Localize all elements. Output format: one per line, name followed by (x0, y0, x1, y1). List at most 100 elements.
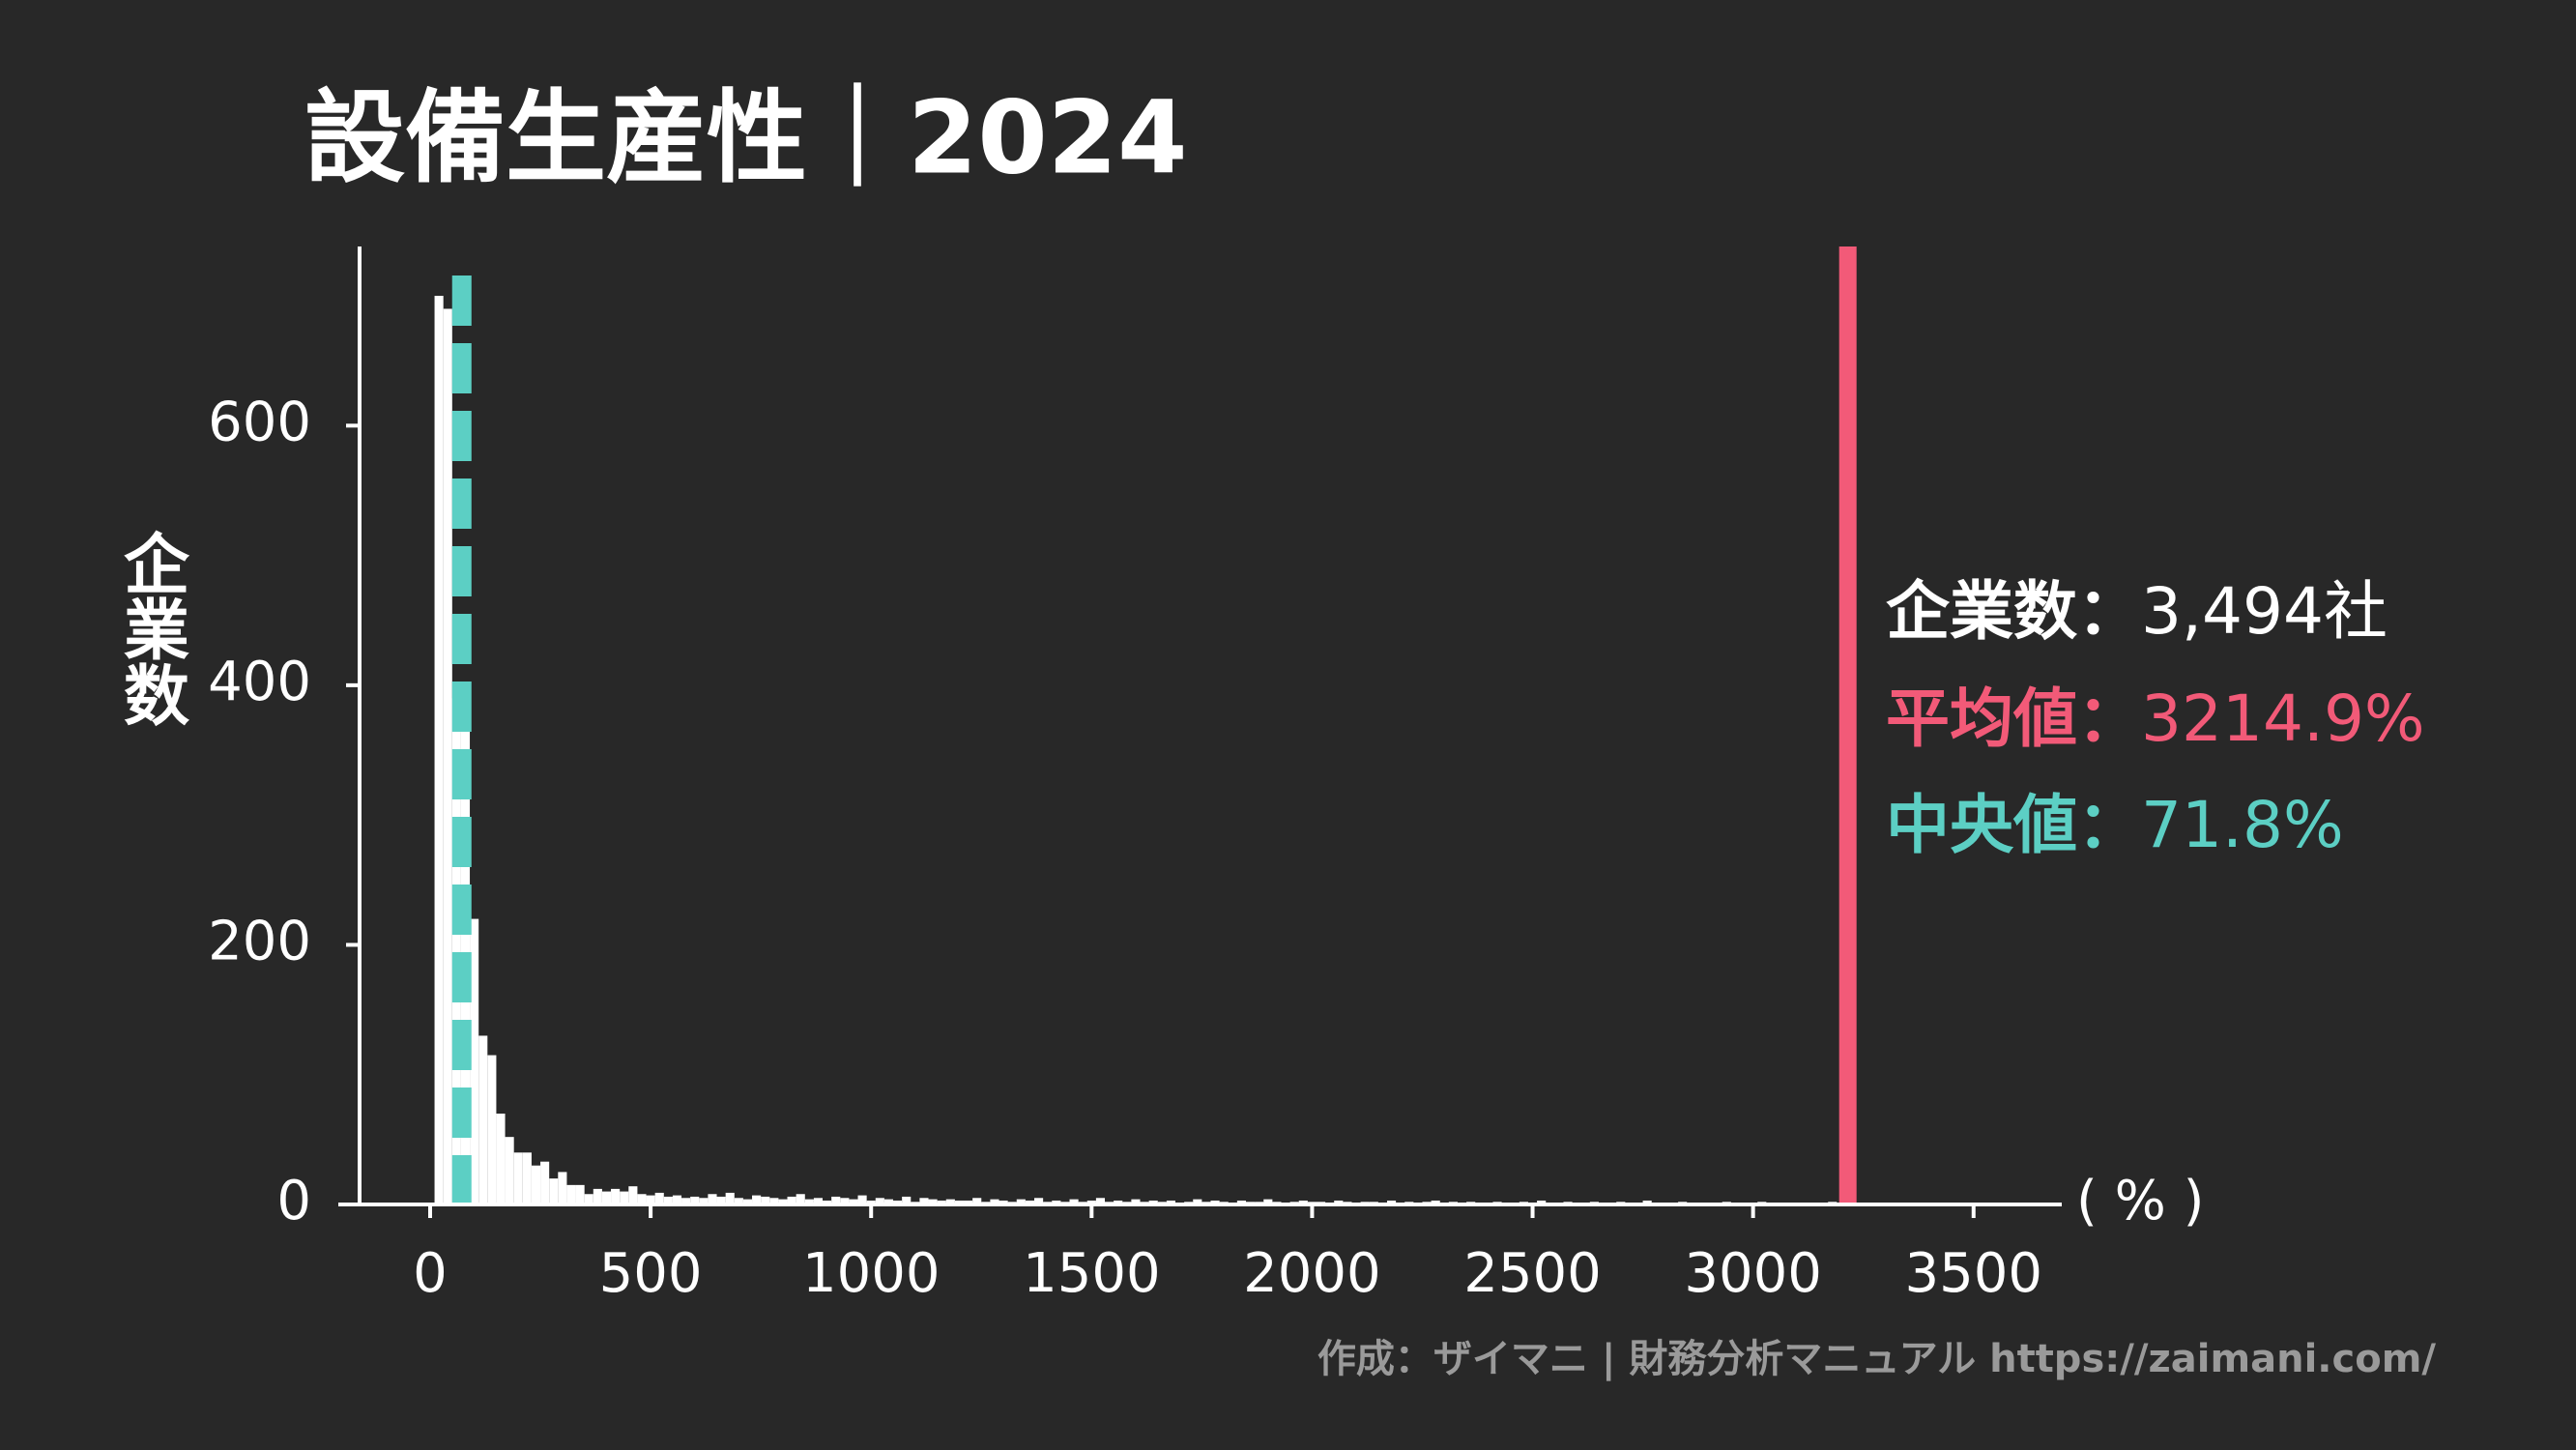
bar (663, 1196, 673, 1204)
x-tick-label: 2000 (1243, 1242, 1381, 1305)
bar (769, 1198, 779, 1204)
bar (1069, 1199, 1079, 1204)
bar (883, 1199, 894, 1204)
bar (866, 1200, 876, 1204)
bar (531, 1165, 541, 1204)
bar (972, 1198, 982, 1204)
x-tick-label: 500 (599, 1242, 703, 1305)
bar (734, 1198, 743, 1204)
bar (513, 1152, 523, 1204)
bar (549, 1178, 559, 1204)
bar (804, 1199, 814, 1204)
y-axis-label: 企業数 (112, 530, 189, 727)
bar (1095, 1198, 1106, 1204)
bar (1193, 1199, 1202, 1204)
bar (1386, 1200, 1397, 1204)
bar (708, 1194, 717, 1204)
stat-label: 中央値： (1886, 788, 2141, 862)
bar (620, 1191, 629, 1204)
stat-value: 71.8% (2141, 788, 2344, 862)
stat-median: 中央値：71.8% (1886, 788, 2344, 862)
bar (937, 1200, 946, 1204)
bar (478, 1035, 488, 1204)
bar (1016, 1199, 1026, 1204)
bar (1131, 1199, 1141, 1204)
chart-title: 設備生産性｜2024 (304, 78, 1187, 196)
bar (1334, 1200, 1344, 1204)
bar (522, 1152, 532, 1204)
bar (990, 1199, 999, 1204)
bar (1236, 1200, 1246, 1204)
bar (945, 1199, 955, 1204)
bar (593, 1188, 602, 1204)
x-tick-label: 0 (413, 1242, 448, 1305)
bar (716, 1196, 726, 1204)
bar (505, 1137, 514, 1204)
bar (1431, 1200, 1440, 1204)
y-tick-label: 600 (208, 391, 311, 453)
bar (584, 1194, 593, 1204)
x-tick-label: 1000 (802, 1242, 941, 1305)
bar (1166, 1200, 1176, 1204)
bar (558, 1172, 567, 1204)
bar (1642, 1200, 1652, 1204)
bar (699, 1198, 709, 1204)
bar (1263, 1199, 1273, 1204)
bar (813, 1198, 824, 1204)
x-tick-label: 3500 (1904, 1242, 2042, 1305)
bar (1086, 1200, 1096, 1204)
bar (849, 1199, 858, 1204)
bar (902, 1196, 912, 1204)
bar (1114, 1200, 1123, 1204)
y-tick-label: 200 (208, 911, 311, 973)
bar (964, 1200, 973, 1204)
bar (540, 1161, 550, 1204)
bar (725, 1192, 735, 1204)
stat-value: 3214.9% (2141, 682, 2425, 756)
bar (681, 1198, 691, 1204)
x-tick-label: 3000 (1684, 1242, 1822, 1305)
stat-value: 3,494社 (2141, 574, 2388, 649)
bar (875, 1198, 884, 1204)
bar (566, 1184, 576, 1204)
bar (470, 918, 479, 1204)
bar (1052, 1200, 1061, 1204)
bar (752, 1195, 762, 1204)
bar (1034, 1198, 1044, 1204)
bar (1298, 1200, 1308, 1204)
bar (954, 1200, 965, 1204)
bar (1537, 1200, 1547, 1204)
bar (893, 1200, 903, 1204)
bar (637, 1194, 647, 1204)
bar (1025, 1200, 1035, 1204)
bar (919, 1198, 929, 1204)
bar (434, 296, 444, 1204)
bar (487, 1055, 497, 1204)
bar (796, 1194, 805, 1204)
y-tick-label: 0 (276, 1170, 311, 1232)
x-tick-label: 2500 (1463, 1242, 1602, 1305)
stat-count: 企業数：3,494社 (1886, 574, 2388, 649)
bar (575, 1184, 585, 1204)
bar (672, 1195, 682, 1204)
bar (840, 1198, 850, 1204)
bar (443, 308, 452, 1204)
bar (690, 1196, 700, 1204)
bar (831, 1196, 841, 1204)
y-tick-label: 400 (208, 651, 311, 713)
bar (742, 1199, 753, 1204)
bar (1210, 1200, 1220, 1204)
bar (823, 1200, 832, 1204)
bar (1148, 1200, 1158, 1204)
credit: 作成：ザイマニ | 財務分析マニュアル https://zaimani.com/ (1317, 1337, 2436, 1382)
bar (761, 1196, 770, 1204)
bar (787, 1196, 796, 1204)
bar (628, 1186, 638, 1204)
bar (999, 1200, 1008, 1204)
bar (654, 1192, 664, 1204)
stat-label: 企業数： (1886, 574, 2141, 649)
bar (778, 1199, 788, 1204)
x-tick-label: 1500 (1023, 1242, 1161, 1305)
bar (857, 1195, 867, 1204)
